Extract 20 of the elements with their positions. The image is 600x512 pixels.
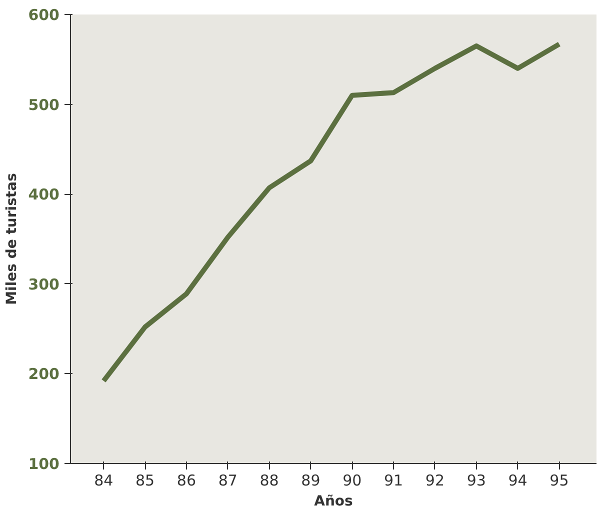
y-tick-label: 200 xyxy=(28,365,60,384)
x-tick-label: 92 xyxy=(425,472,445,490)
y-tick-label: 100 xyxy=(28,455,60,473)
y-tick-label: 500 xyxy=(28,96,60,114)
x-tick-label: 90 xyxy=(342,472,362,490)
x-tick-label: 94 xyxy=(508,472,528,490)
x-tick-label: 88 xyxy=(260,472,279,490)
x-tick-label: 85 xyxy=(136,472,155,490)
y-tick-label: 400 xyxy=(28,186,60,204)
x-tick-label: 95 xyxy=(550,472,569,490)
x-tick-label: 89 xyxy=(301,472,320,490)
y-tick-label: 300 xyxy=(28,275,60,294)
x-tick-label: 93 xyxy=(466,472,486,490)
y-axis-title: Miles de turistas xyxy=(4,173,20,305)
x-tick-label: 91 xyxy=(384,472,404,490)
x-axis-title: Años xyxy=(314,494,353,510)
x-tick-label: 86 xyxy=(176,472,196,490)
x-tick-label: 87 xyxy=(218,472,238,490)
x-tick-label: 84 xyxy=(94,472,114,490)
y-tick-label: 600 xyxy=(28,6,60,24)
